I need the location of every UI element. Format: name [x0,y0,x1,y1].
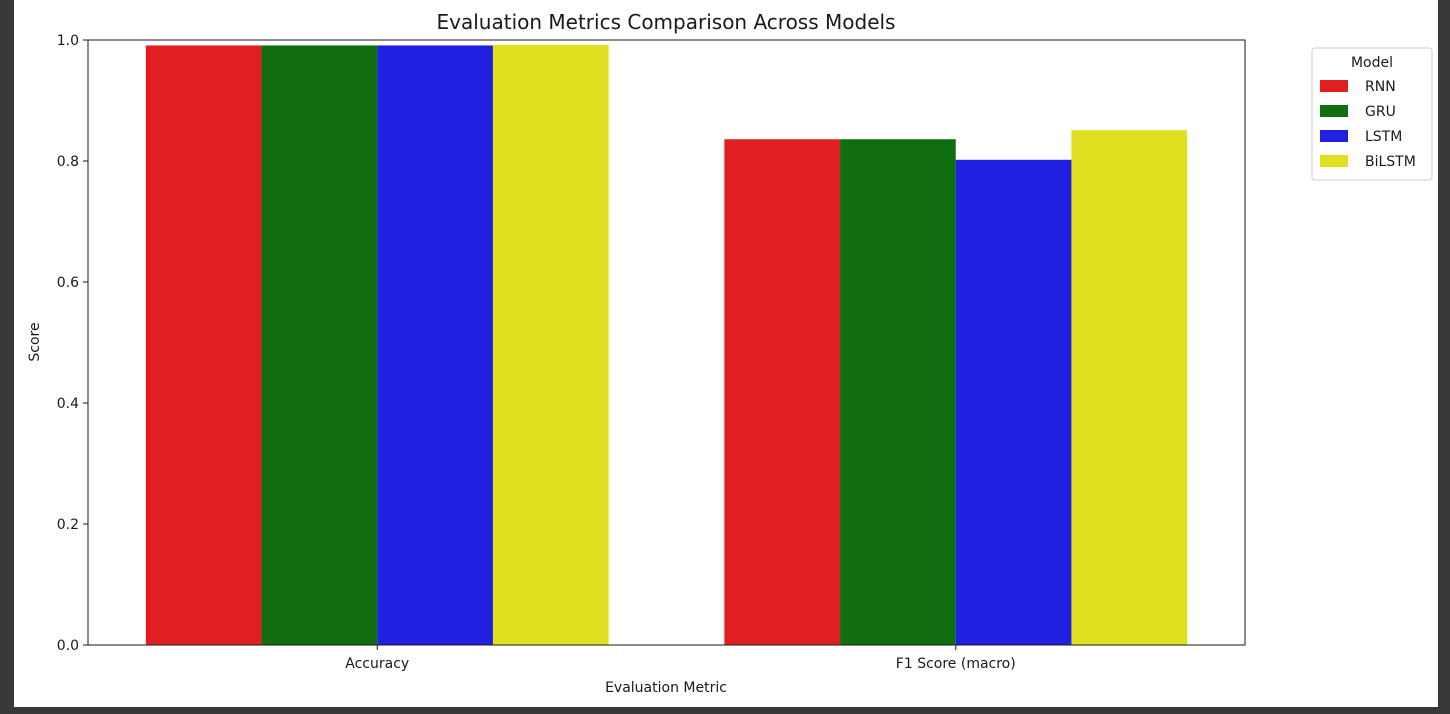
x-tick-label: Accuracy [345,656,409,672]
x-tick-label: F1 Score (macro) [896,656,1016,672]
bar-rnn-1 [724,139,841,645]
y-tick-label: 0.2 [57,517,79,533]
legend-swatch-lstm [1320,130,1348,142]
x-axis-label: Evaluation Metric [605,680,727,696]
legend-swatch-gru [1320,105,1348,117]
axes-frame [87,39,1246,646]
plot-area: 0.0 0.2 0.4 0.6 0.8 1.0 Accuracy F1 Score (macr… [57,33,1246,672]
y-tick-label: 0.6 [57,275,79,291]
bar-lstm-1 [955,159,1072,646]
legend-title: Model [1351,55,1393,71]
legend: Model RNN GRU LSTM BiLSTM [1311,47,1433,181]
legend-label-lstm: LSTM [1365,129,1402,145]
y-tick-label: 0.8 [57,154,79,170]
legend-label-bilstm: BiLSTM [1365,154,1416,170]
bar-bilstm-0 [492,44,609,645]
y-tick-label: 1.0 [57,33,79,49]
legend-items: RNN GRU LSTM BiLSTM [1320,79,1416,170]
legend-swatch-rnn [1320,80,1348,92]
legend-label-rnn: RNN [1365,79,1396,95]
y-tick-label: 0.0 [57,638,79,654]
bar-gru-0 [261,45,378,645]
y-tick-label: 0.4 [57,396,79,412]
y-axis-label: Score [27,322,43,361]
chart-title: Evaluation Metrics Comparison Across Mod… [437,10,896,34]
bar-lstm-0 [377,45,493,645]
bar-bilstm-1 [1071,130,1188,645]
bar-rnn-0 [145,45,262,645]
legend-label-gru: GRU [1365,104,1396,120]
bar-gru-1 [840,139,956,645]
legend-swatch-bilstm [1320,155,1348,167]
